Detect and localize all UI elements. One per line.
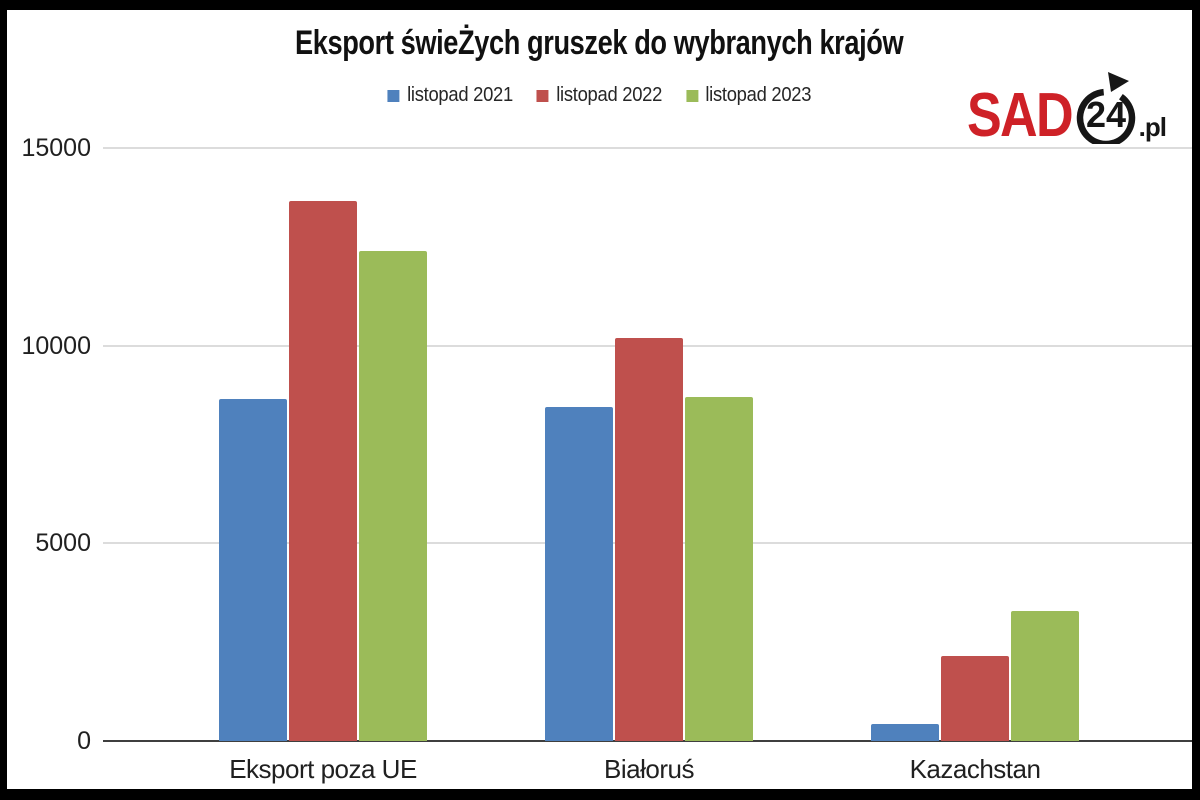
bar [359,250,427,741]
x-axis-line [103,740,1192,742]
chart-title: Eksport świeŻych gruszek do wybranych kr… [7,24,1192,63]
legend-label: listopad 2021 [407,84,513,106]
chart-legend: listopad 2021 listopad 2022 listopad 2023 [54,84,1144,107]
x-category-label: Kazachstan [909,754,1041,784]
x-category-label: Białoruś [604,754,694,784]
bar [545,406,613,741]
x-category-label: Eksport poza UE [229,754,417,784]
logo-brand-text: SAD [966,81,1074,151]
bar [941,656,1009,741]
legend-marker [686,89,698,102]
y-tick-label: 0 [77,727,91,755]
logo-domain-suffix: .pl [1138,112,1167,142]
plot-area: 0 5000 10000 15000 Eksport poza UE Białoruś Ka… [7,10,1192,789]
legend-item: listopad 2022 [536,84,663,107]
y-tick-label: 5000 [35,529,91,558]
y-tick-label: 10000 [21,331,91,360]
legend-marker [536,89,549,102]
legend-marker [387,89,400,102]
sad24-logo: SAD 24 .pl [947,68,1167,151]
chart-title-text: Eksport świeŻych gruszek do wybranych kr… [295,24,904,62]
legend-item: listopad 2021 [387,84,513,107]
chart-canvas: 0 5000 10000 15000 Eksport poza UE Białoruś Ka… [7,10,1192,789]
bar [615,337,683,741]
bar [871,724,939,741]
bar [685,397,753,741]
bar [289,201,357,741]
gridline [103,147,1192,149]
legend-item: listopad 2023 [686,84,812,107]
y-tick-label: 15000 [21,134,91,162]
legend-label: listopad 2022 [556,84,663,106]
svg-text:24: 24 [1086,94,1126,135]
legend-label: listopad 2023 [705,84,812,106]
logo-circular-arrow-icon: 24 [1074,70,1138,144]
bar [1011,610,1079,741]
bar [219,399,287,741]
